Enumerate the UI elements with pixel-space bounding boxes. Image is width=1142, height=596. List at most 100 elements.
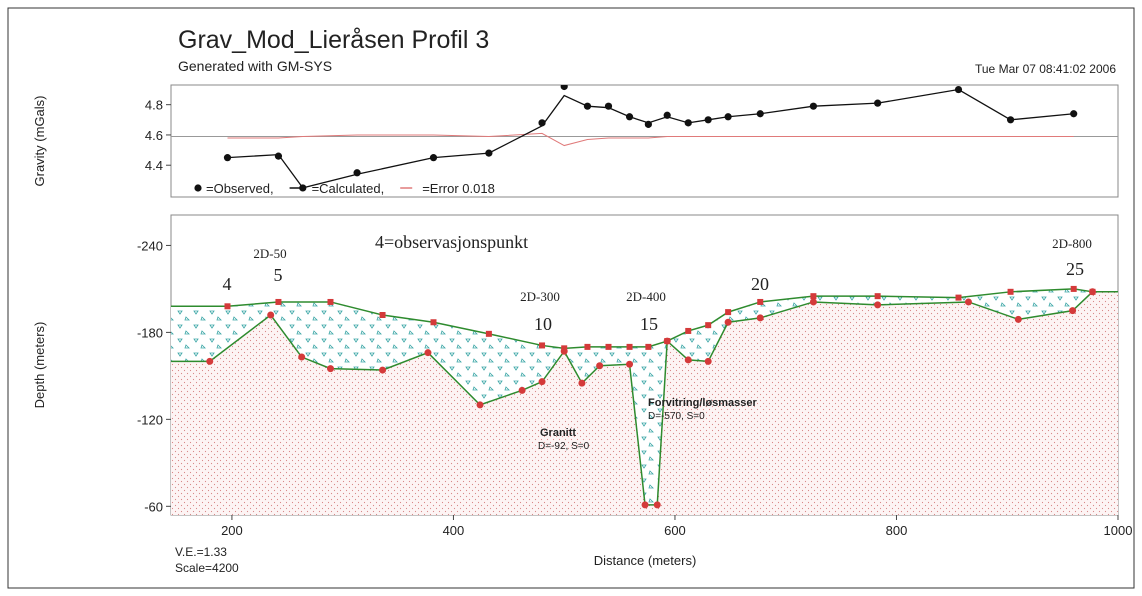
annotation: 20 xyxy=(751,274,769,294)
weathered-layer xyxy=(171,288,1118,505)
vertex-marker xyxy=(267,311,275,319)
vertex-marker xyxy=(964,298,972,306)
model-panel: -240 -180 -120 -60 200 400 600 800 1000 xyxy=(137,214,1133,538)
base-line xyxy=(171,291,1118,506)
vertex-marker xyxy=(326,365,334,373)
station-marker xyxy=(955,294,962,301)
y-tick-label: -180 xyxy=(137,325,163,340)
vertex-marker xyxy=(424,349,432,357)
vertex-marker xyxy=(596,362,604,370)
observed-point xyxy=(485,149,493,157)
observed-point xyxy=(299,184,307,192)
granite-body xyxy=(171,291,1118,515)
note: Scale=4200 xyxy=(175,561,239,575)
x-axis-label: Distance (meters) xyxy=(594,553,697,568)
layers xyxy=(171,285,1118,515)
vertex-marker xyxy=(1014,315,1022,323)
vertex-marker xyxy=(578,379,586,387)
vertex-marker xyxy=(663,337,671,345)
observed-point xyxy=(583,102,592,110)
y-tick-label: -60 xyxy=(144,499,163,514)
vertex-marker xyxy=(653,501,661,509)
annotation: D=-92, S=0 xyxy=(538,441,590,452)
vertex-marker xyxy=(206,357,214,365)
annotation: Granitt xyxy=(540,427,576,439)
vertex-marker xyxy=(379,366,387,374)
annotation: 2D-800 xyxy=(1052,236,1092,251)
series-line xyxy=(227,132,1074,147)
legend-marker xyxy=(194,184,202,192)
y-axis-label: Depth (meters) xyxy=(32,322,47,409)
vertex-marker xyxy=(538,378,546,386)
x-tick-label: 400 xyxy=(443,523,465,538)
observed-point xyxy=(625,113,634,121)
x-tick-label: 800 xyxy=(886,523,908,538)
station-marker xyxy=(874,293,881,300)
annotation: Forvitring/løsmasser xyxy=(648,397,758,409)
vertex-marker xyxy=(476,401,484,409)
station-marker xyxy=(485,330,492,337)
observed-point xyxy=(663,111,671,119)
vertex-marker xyxy=(518,386,526,394)
observed-point xyxy=(353,169,361,177)
legend-label: =Calculated, xyxy=(312,181,385,196)
station-marker xyxy=(327,298,334,305)
y-tick-label: -240 xyxy=(137,238,163,253)
observed-point xyxy=(604,102,613,110)
series-line xyxy=(227,88,1074,189)
x-tick-label: 600 xyxy=(664,523,686,538)
vertex-marker xyxy=(756,314,764,322)
observed-point xyxy=(954,85,963,94)
station-marker xyxy=(605,343,612,350)
observed-point xyxy=(809,102,818,110)
observed-point xyxy=(1070,110,1078,118)
y-tick-label: 4.8 xyxy=(145,98,163,113)
observed-point xyxy=(704,116,712,124)
station-marker xyxy=(379,312,386,318)
date: Tue Mar 07 08:41:02 2006 xyxy=(975,62,1116,76)
observed-point xyxy=(429,154,438,162)
observed-point xyxy=(684,119,692,127)
y-tick-label: -120 xyxy=(137,412,163,427)
station-marker xyxy=(810,293,817,300)
x-tick-label: 1000 xyxy=(1104,523,1133,538)
vertex-marker xyxy=(704,357,712,365)
vertex-marker xyxy=(724,318,732,326)
y-tick-label: 4.6 xyxy=(145,128,163,143)
observed-point xyxy=(274,152,283,160)
vertex-marker xyxy=(626,360,634,368)
vertex-marker xyxy=(641,501,649,509)
vertex-marker xyxy=(560,347,568,355)
annotation: D=-570, S=0 xyxy=(648,411,705,422)
station-marker xyxy=(645,343,652,350)
annotation: 2D-50 xyxy=(253,246,286,261)
station-marker xyxy=(430,319,437,326)
observed-point xyxy=(560,85,568,91)
plot-area xyxy=(170,84,1119,198)
y-axis-label: Gravity (mGals) xyxy=(32,96,47,187)
note: V.E.=1.33 xyxy=(175,545,227,559)
observed-point xyxy=(644,120,652,128)
vertex-marker xyxy=(684,356,692,364)
station-marker xyxy=(725,309,732,316)
observed-point xyxy=(756,110,764,118)
vertex-marker xyxy=(1069,307,1077,315)
annotation: 2D-400 xyxy=(626,289,666,304)
observed-point xyxy=(874,99,882,107)
legend-label: =Observed, xyxy=(206,181,274,196)
station-marker xyxy=(757,298,764,305)
annotation: 25 xyxy=(1066,259,1084,279)
observed-point xyxy=(223,154,232,162)
annotation: 4=observasjonspunkt xyxy=(375,232,528,252)
annotation: 10 xyxy=(534,314,552,334)
station-marker xyxy=(539,342,546,349)
x-tick-label: 200 xyxy=(221,523,243,538)
series-group xyxy=(171,85,1118,192)
gravity-panel: 4.4 4.6 4.8 =Observed, =Calculated, =Error 0.… xyxy=(145,84,1119,198)
observed-point xyxy=(724,113,732,121)
legend-label: =Error 0.018 xyxy=(422,181,495,196)
annotation: 2D-300 xyxy=(520,289,560,304)
y-tick-label: 4.4 xyxy=(145,158,163,173)
station-marker xyxy=(224,303,231,310)
